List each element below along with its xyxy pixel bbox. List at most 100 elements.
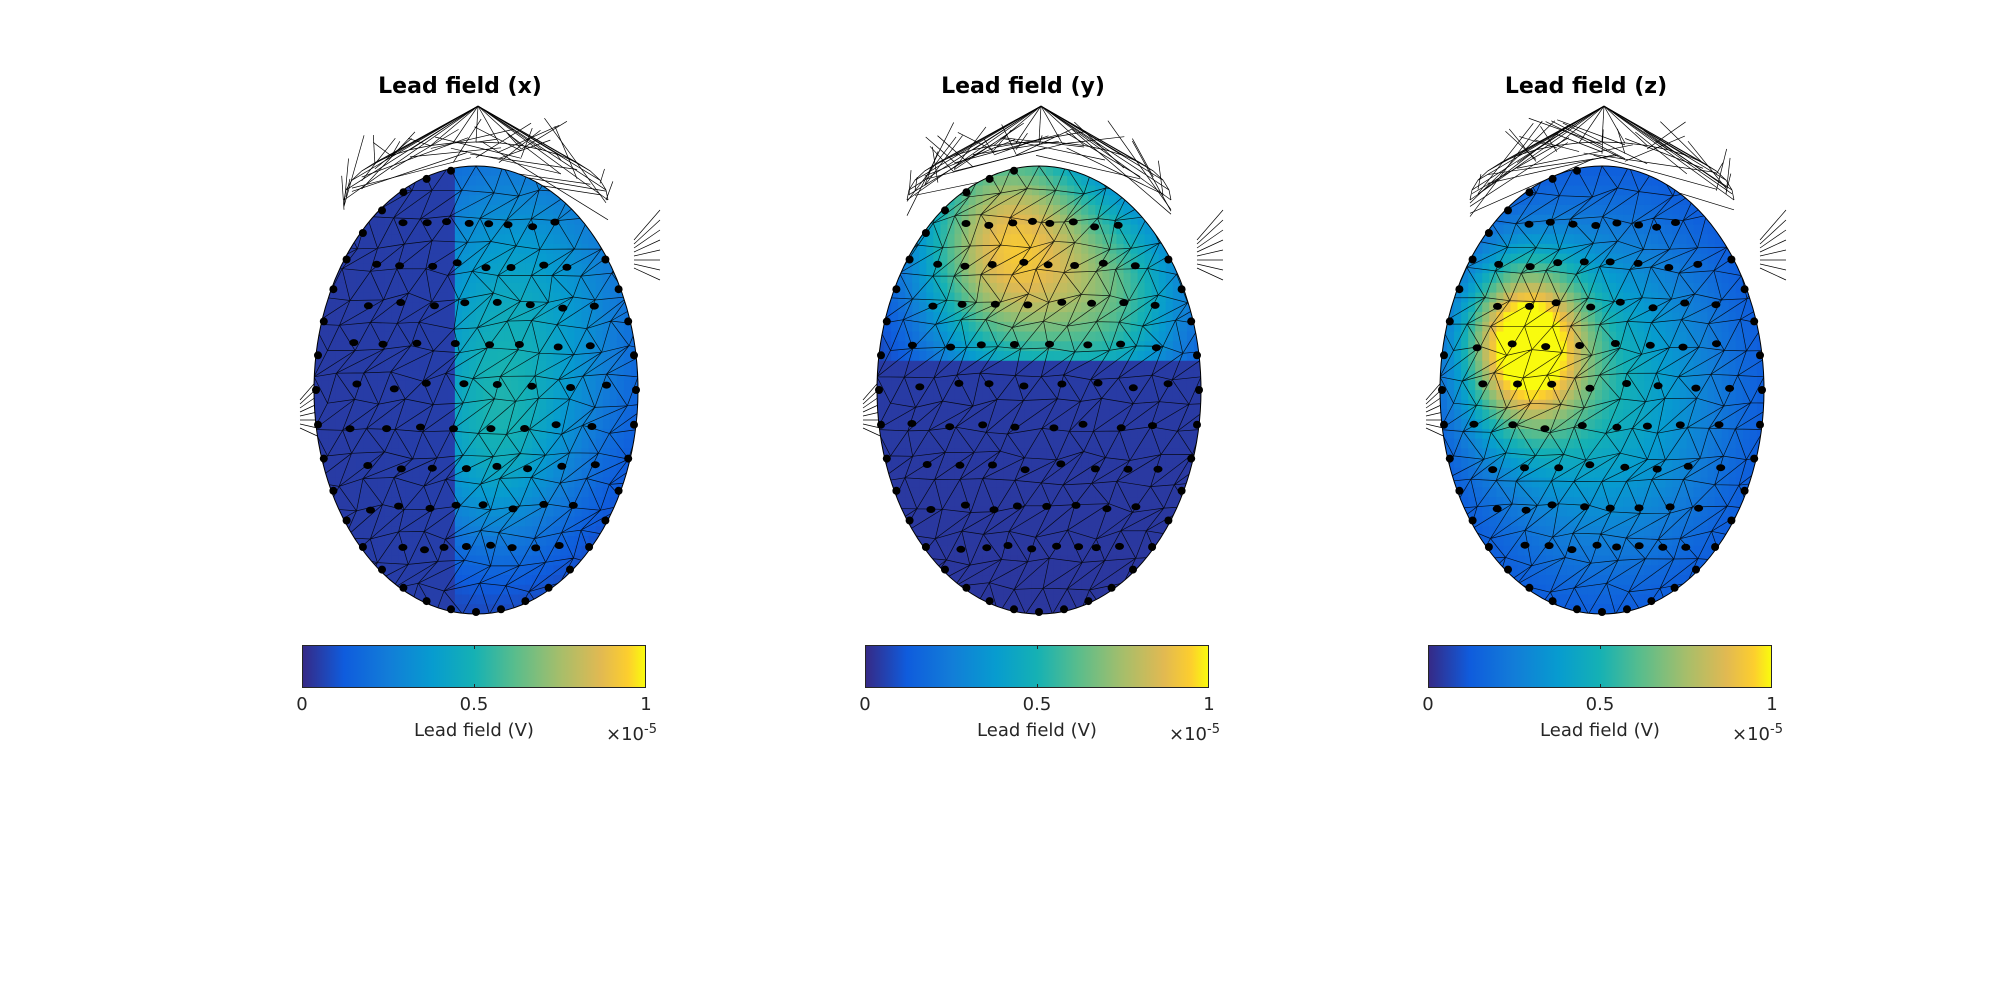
electrode-marker [1508, 421, 1518, 429]
electrode-marker [602, 381, 611, 389]
scalp-wireframe [299, 105, 661, 441]
electrode-marker [412, 339, 422, 347]
electrode-marker [1610, 340, 1620, 347]
electrode-marker [329, 285, 338, 294]
electrode-marker [905, 516, 914, 525]
electrode-marker [1478, 380, 1488, 388]
electrode-marker [427, 464, 437, 472]
electrode-marker [907, 341, 917, 349]
head-surface-plot [1425, 105, 1787, 616]
electrode-marker [933, 260, 943, 268]
electrode-marker [945, 423, 955, 431]
electrode-marker [984, 221, 994, 229]
electrode-marker [439, 543, 449, 551]
colorbar-exponent: ×10-5 [606, 722, 657, 745]
electrode-marker [520, 425, 530, 432]
electrode-marker [905, 255, 914, 264]
electrode-marker [1468, 255, 1477, 264]
electrode-marker [1010, 605, 1018, 614]
electrode-marker [1484, 229, 1493, 237]
electrode-marker [459, 380, 469, 388]
electrode-marker [1541, 343, 1551, 351]
electrode-marker [1060, 605, 1068, 614]
electrode-marker [1551, 299, 1561, 307]
electrode-marker [1675, 421, 1685, 429]
electrode-marker [349, 339, 359, 347]
colorbar-tick-mark [645, 645, 646, 649]
electrode-marker [1043, 261, 1053, 269]
electrode-marker [1579, 258, 1589, 266]
electrode-marker [877, 351, 885, 360]
electrode-marker [601, 516, 610, 525]
panel-title: Lead field (y) [941, 74, 1105, 99]
colorbar-tick-label: 0 [859, 694, 871, 715]
electrode-marker [460, 299, 470, 307]
electrode-marker [1623, 605, 1631, 614]
electrode-marker [544, 583, 553, 592]
colorbar-tick-label: 0.5 [1585, 694, 1615, 715]
electrode-marker [1622, 380, 1632, 387]
colorbar-tick-mark [865, 684, 866, 688]
electrode-marker [1153, 465, 1163, 473]
electrode-marker [1750, 317, 1759, 326]
electrode-marker [1074, 543, 1084, 551]
electrode-marker [416, 423, 425, 431]
electrode-marker [961, 220, 971, 227]
electrode-marker [921, 229, 930, 237]
electrode-marker [1488, 466, 1498, 474]
electrode-marker [378, 206, 386, 215]
electrode-marker [1115, 542, 1124, 550]
colorbar [1428, 645, 1772, 688]
electrode-marker [1504, 565, 1512, 574]
electrode-marker [624, 317, 633, 326]
electrode-marker [915, 383, 925, 391]
electrode-marker [1083, 341, 1093, 349]
electrode-marker [314, 420, 322, 429]
colorbar-tick-mark [645, 684, 646, 688]
electrode-marker [1438, 386, 1446, 394]
electrode-marker [989, 506, 999, 514]
electrode-marker [1455, 285, 1464, 294]
electrode-marker [1525, 302, 1534, 310]
colorbar-label: Lead field (V) [1540, 720, 1660, 741]
electrode-marker [447, 166, 455, 175]
electrode-marker [461, 465, 471, 473]
electrode-marker [1658, 543, 1668, 551]
colorbar-tick-mark [1037, 645, 1038, 649]
electrode-marker [1177, 285, 1186, 294]
panel-y: Lead field (y) 0 0.5 1 Lead field (V) ×10-5 [813, 0, 1233, 780]
electrode-marker [1078, 420, 1088, 428]
electrode-marker [960, 262, 970, 270]
electrode-marker [420, 546, 429, 554]
electrode-marker [957, 300, 967, 308]
electrode-marker [1098, 259, 1108, 267]
electrode-marker [1573, 605, 1581, 614]
electrode-marker [1148, 422, 1157, 430]
electrode-marker [990, 300, 1000, 308]
electrode-marker [1670, 583, 1679, 592]
electrode-marker [585, 543, 594, 551]
electrode-marker [1130, 262, 1140, 270]
electrode-marker [425, 504, 435, 512]
electrode-marker [1090, 465, 1100, 473]
electrode-marker [1612, 423, 1622, 431]
electrode-marker [922, 461, 932, 468]
electrode-marker [472, 608, 480, 616]
panel-title: Lead field (x) [378, 74, 542, 99]
electrode-marker [1620, 463, 1630, 471]
electrode-marker [1633, 259, 1643, 267]
electrode-marker [614, 486, 623, 495]
electrode-marker [1605, 504, 1615, 512]
colorbar-tick-mark [1428, 645, 1429, 649]
electrode-marker [1087, 299, 1097, 307]
electrode-marker [1750, 454, 1759, 463]
electrode-marker [946, 343, 956, 351]
colorbar-exponent-power: -5 [1207, 722, 1220, 737]
electrode-marker [1544, 542, 1554, 550]
electrode-marker [363, 302, 373, 310]
colorbar-tick-label: 1 [1203, 694, 1215, 715]
electrode-marker [892, 285, 901, 294]
head-surface-plot [862, 105, 1224, 616]
colorbar-exponent: ×10-5 [1732, 722, 1783, 745]
electrode-marker [941, 565, 949, 574]
